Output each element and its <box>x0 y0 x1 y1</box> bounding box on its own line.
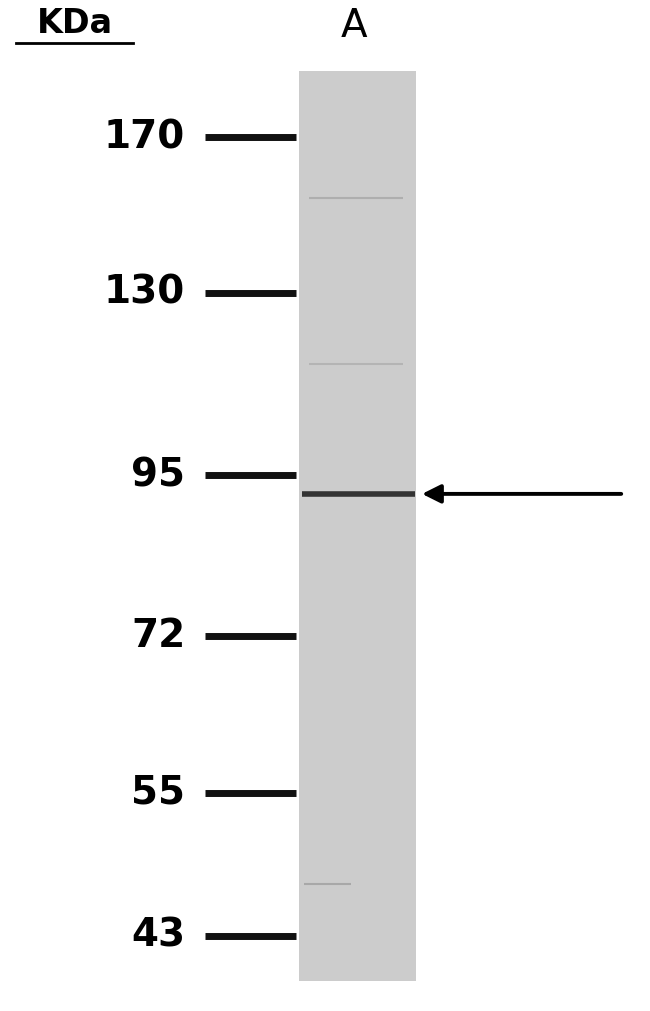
Text: 72: 72 <box>131 618 185 655</box>
Text: KDa: KDa <box>36 7 113 40</box>
Bar <box>299 71 416 981</box>
Text: 43: 43 <box>131 917 185 954</box>
Text: 95: 95 <box>131 456 185 494</box>
Text: A: A <box>341 7 367 45</box>
Text: 130: 130 <box>104 274 185 312</box>
Text: 170: 170 <box>104 118 185 156</box>
Text: 55: 55 <box>131 773 185 812</box>
